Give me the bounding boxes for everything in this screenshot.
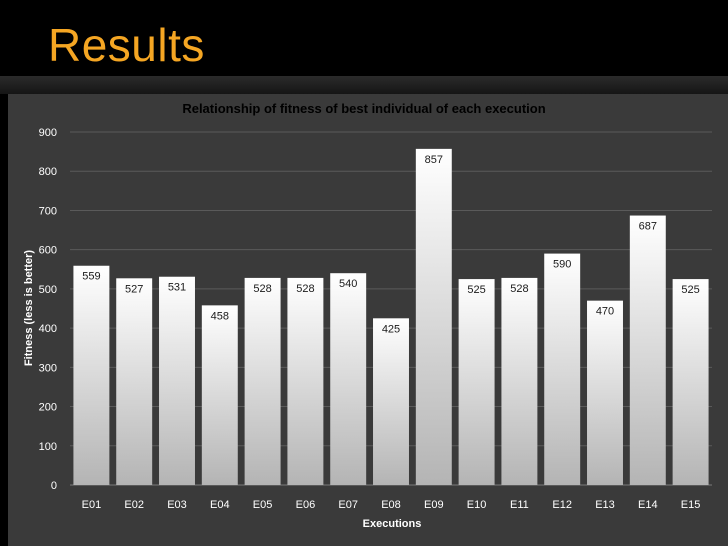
x-tick-label: E04 <box>210 499 230 511</box>
y-tick-label: 400 <box>39 323 57 335</box>
chart-title: Relationship of fitness of best individu… <box>182 101 545 116</box>
y-tick-label: 800 <box>39 166 57 178</box>
data-label: 687 <box>639 221 657 233</box>
x-tick-label: E05 <box>253 499 273 511</box>
y-tick-label: 200 <box>39 402 57 414</box>
data-label: 531 <box>168 282 186 294</box>
data-label: 425 <box>382 323 400 335</box>
bar-e15 <box>672 279 709 485</box>
y-tick-label: 600 <box>39 245 57 257</box>
title-divider <box>0 76 728 94</box>
y-tick-label: 100 <box>39 441 57 453</box>
x-tick-label: E08 <box>381 499 401 511</box>
data-label: 559 <box>82 271 100 283</box>
y-tick-labels: 0 100 200 300 400 500 600 700 800 900 <box>39 127 57 492</box>
x-tick-label: E14 <box>638 499 658 511</box>
y-tick-label: 500 <box>39 284 57 296</box>
data-label: 458 <box>211 310 229 322</box>
slide-title: Results <box>48 19 205 71</box>
x-tick-label: E03 <box>167 499 187 511</box>
data-label: 857 <box>425 154 443 166</box>
bar-e06 <box>287 277 324 485</box>
bar-e14 <box>629 215 666 485</box>
data-label: 525 <box>681 284 699 296</box>
x-tick-label: E02 <box>124 499 144 511</box>
data-labels: 559 527 531 458 528 528 540 425 857 525 528 590 470 6… <box>82 154 700 335</box>
x-tick-label: E11 <box>510 499 529 511</box>
data-label: 528 <box>296 283 314 295</box>
x-tick-label: E07 <box>338 499 358 511</box>
data-label: 528 <box>253 283 271 295</box>
y-tick-label: 0 <box>51 480 57 492</box>
data-label: 590 <box>553 259 571 271</box>
x-tick-label: E15 <box>681 499 701 511</box>
x-tick-labels: E01 E02 E03 E04 E05 E06 E07 E08 E09 E10 E11 E12 E13 E… <box>82 499 701 511</box>
x-tick-label: E06 <box>296 499 316 511</box>
x-tick-label: E09 <box>424 499 444 511</box>
bar-e10 <box>458 279 495 485</box>
x-axis-title: Executions <box>363 518 422 530</box>
x-tick-label: E12 <box>552 499 572 511</box>
bar-e01 <box>73 265 110 485</box>
x-tick-label: E10 <box>467 499 487 511</box>
bar-e13 <box>587 300 623 485</box>
bar-e09 <box>415 148 452 486</box>
data-label: 527 <box>125 283 143 295</box>
bar-e12 <box>544 253 581 485</box>
bar-e04 <box>201 305 238 485</box>
bar-e11 <box>501 277 538 485</box>
data-label: 525 <box>467 284 485 296</box>
y-tick-label: 300 <box>39 362 57 374</box>
y-tick-label: 700 <box>39 205 57 217</box>
x-tick-label: E01 <box>82 499 102 511</box>
data-label: 470 <box>596 306 614 318</box>
y-axis-title: Fitness (less is better) <box>23 250 35 366</box>
bar-e08 <box>373 318 409 485</box>
y-tick-label: 900 <box>39 127 57 139</box>
bar-e07 <box>330 273 367 485</box>
bar-e05 <box>244 277 281 485</box>
bar-e03 <box>159 276 195 485</box>
data-label: 528 <box>510 283 528 295</box>
data-label: 540 <box>339 278 357 290</box>
x-tick-label: E13 <box>595 499 615 511</box>
bar-e02 <box>116 278 153 485</box>
bars <box>73 148 709 486</box>
